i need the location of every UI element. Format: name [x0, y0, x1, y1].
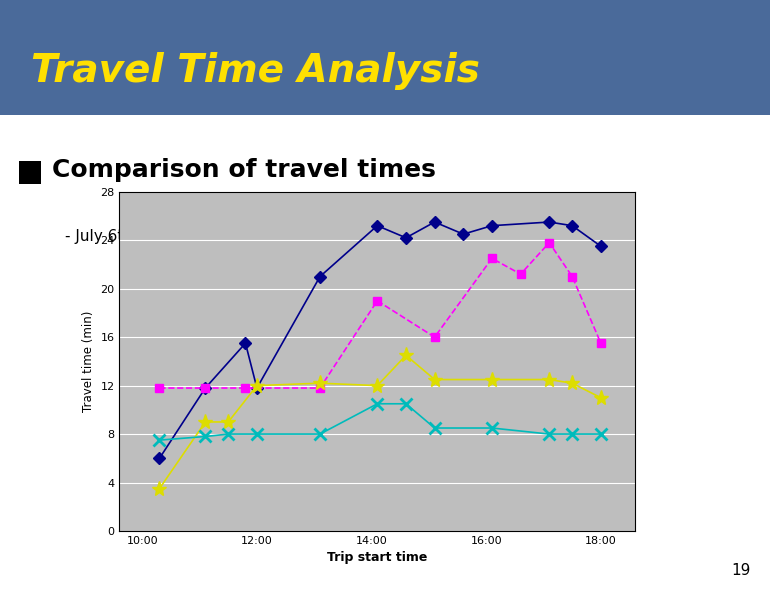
Text: 19: 19	[732, 563, 751, 578]
Text: - July 6th ,2003 by GPS-based probe vehicles survey: - July 6th ,2003 by GPS-based probe vehi…	[65, 229, 466, 244]
Bar	[19, 161, 41, 184]
X-axis label: Trip start time: Trip start time	[327, 552, 427, 565]
Text: Travel Time Analysis: Travel Time Analysis	[31, 53, 480, 90]
Y-axis label: Travel time (min): Travel time (min)	[82, 311, 95, 412]
Text: Comparison of travel times: Comparison of travel times	[52, 158, 437, 182]
